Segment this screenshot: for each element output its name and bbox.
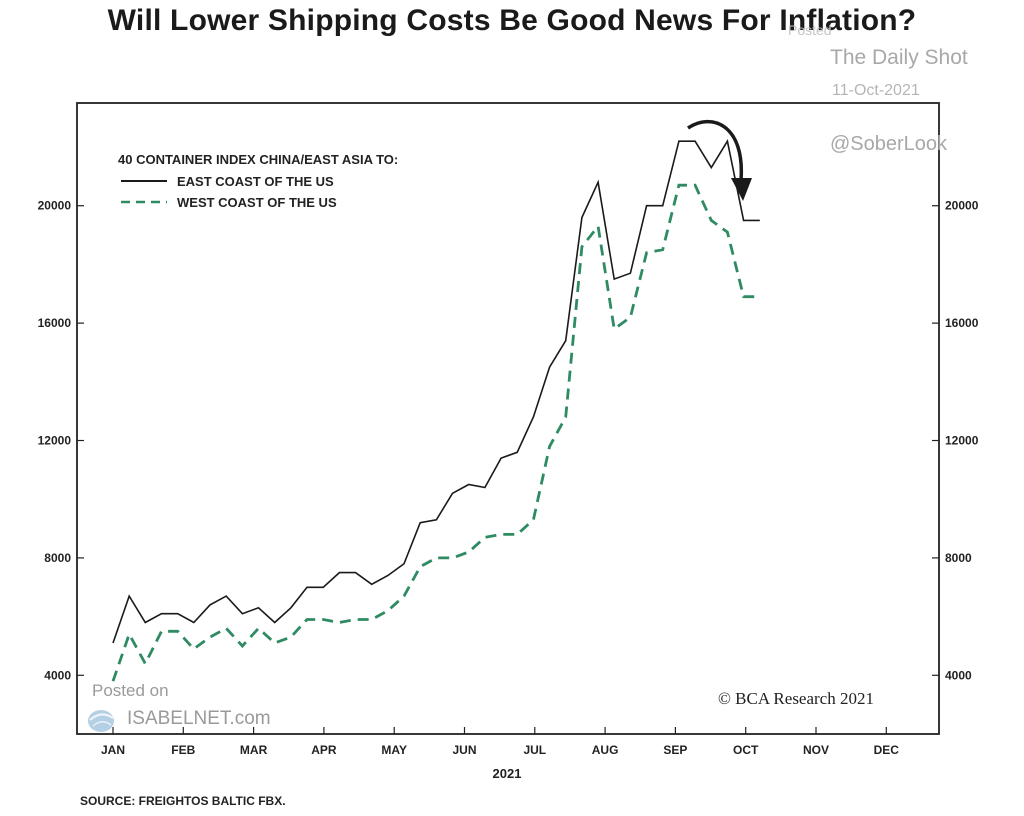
x-tick-label: APR bbox=[311, 743, 337, 757]
watermark-handle: @SoberLook bbox=[830, 133, 948, 155]
y-axis-right: 4000 8000 12000 16000 20000 bbox=[932, 199, 979, 682]
globe-icon bbox=[88, 710, 114, 732]
curved-arrow-icon bbox=[687, 119, 743, 181]
y-tick-label-right: 8000 bbox=[945, 551, 972, 565]
x-tick-label: DEC bbox=[874, 743, 900, 757]
y-tick-label-left: 4000 bbox=[44, 668, 71, 682]
arrowhead-icon bbox=[731, 178, 752, 201]
series-layer bbox=[111, 139, 760, 682]
legend-label-west: WEST COAST OF THE US bbox=[177, 195, 337, 210]
y-tick-label-left: 16000 bbox=[38, 316, 72, 330]
y-tick-label-right: 4000 bbox=[945, 668, 972, 682]
y-tick-label-left: 12000 bbox=[38, 434, 72, 448]
y-tick-label-right: 12000 bbox=[945, 434, 979, 448]
x-axis-label: 2021 bbox=[493, 766, 522, 781]
x-tick-label: NOV bbox=[803, 743, 829, 757]
watermark-posted-small: Posted bbox=[788, 22, 832, 38]
y-tick-label-right: 16000 bbox=[945, 316, 979, 330]
watermark-posted-on: Posted on bbox=[92, 681, 169, 700]
y-tick-label-left: 8000 bbox=[44, 551, 71, 565]
series-line-east-coast bbox=[112, 139, 760, 644]
x-axis: JAN FEB MAR APR MAY JUN JUL AUG SEP OCT NOV DEC bbox=[101, 727, 899, 757]
watermark-daily-shot: The Daily Shot bbox=[830, 46, 968, 69]
x-tick-label: MAY bbox=[381, 743, 407, 757]
legend-title: 40 CONTAINER INDEX CHINA/EAST ASIA TO: bbox=[118, 152, 398, 167]
bca-credit: © BCA Research 2021 bbox=[718, 689, 874, 708]
x-tick-label: OCT bbox=[733, 743, 759, 757]
watermark-date: 11-Oct-2021 bbox=[832, 82, 920, 99]
chart-title: Will Lower Shipping Costs Be Good News F… bbox=[107, 4, 917, 37]
series-line-west-coast bbox=[111, 183, 760, 682]
x-tick-label: FEB bbox=[171, 743, 195, 757]
x-tick-label: JUN bbox=[452, 743, 476, 757]
watermark-isabelnet: ISABELNET.com bbox=[127, 708, 271, 729]
source-note: SOURCE: FREIGHTOS BALTIC FBX. bbox=[80, 794, 286, 808]
y-axis-left: 4000 8000 12000 16000 20000 bbox=[38, 199, 84, 682]
legend-label-east: EAST COAST OF THE US bbox=[177, 174, 334, 189]
x-tick-label: JAN bbox=[101, 743, 125, 757]
x-tick-label: AUG bbox=[592, 743, 619, 757]
y-tick-label-right: 20000 bbox=[945, 199, 979, 213]
x-tick-label: JUL bbox=[523, 743, 546, 757]
legend: 40 CONTAINER INDEX CHINA/EAST ASIA TO: E… bbox=[118, 152, 398, 210]
plot-frame bbox=[76, 102, 940, 735]
y-tick-label-left: 20000 bbox=[38, 199, 72, 213]
x-tick-label: SEP bbox=[663, 743, 687, 757]
downward-arrow-annotation bbox=[687, 119, 752, 201]
x-tick-label: MAR bbox=[240, 743, 268, 757]
